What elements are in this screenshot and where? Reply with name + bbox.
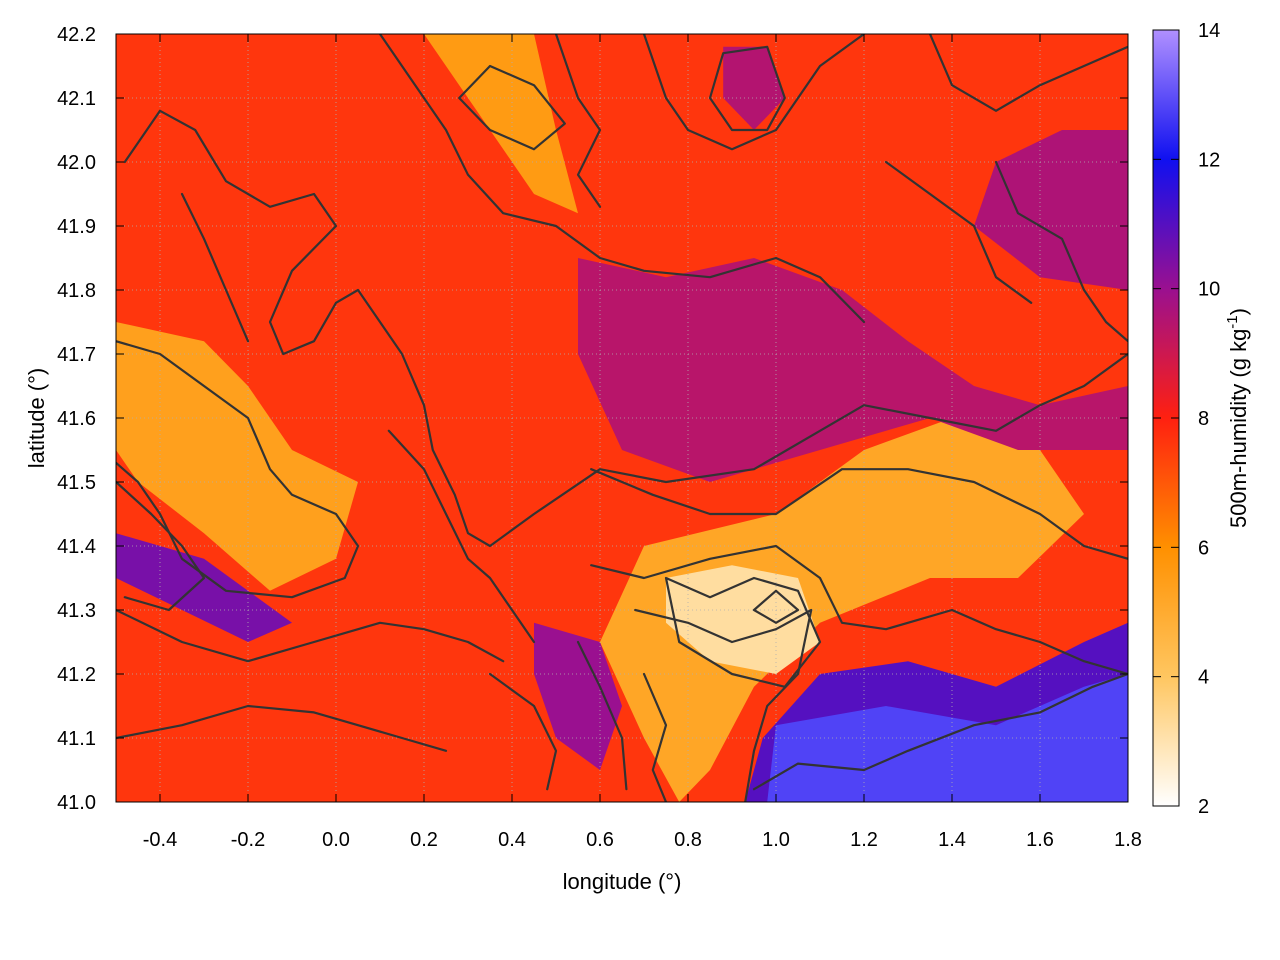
contour-line-12 [664, 576, 822, 688]
contour-line-20 [884, 160, 1033, 304]
y-tick-label-3: 41.3 [57, 600, 96, 622]
contour-line-22 [387, 429, 536, 644]
x-tick-label-0: -0.4 [143, 829, 177, 851]
x-tick-label-10: 1.6 [1026, 829, 1054, 851]
contour-line-8 [458, 64, 566, 151]
x-tick-label-1: -0.2 [231, 829, 265, 851]
y-tick-label-1: 41.1 [57, 728, 96, 750]
contour-line-16 [642, 672, 668, 802]
humidity-region-2 [116, 322, 358, 591]
humidity-region-9 [534, 622, 622, 770]
contour-line-15 [576, 640, 628, 791]
x-tick-label-8: 1.2 [850, 829, 878, 851]
contour-line-23 [180, 192, 250, 343]
humidity-region-7 [723, 46, 785, 130]
x-axis-ticks: -0.4 -0.2 0.0 0.2 0.4 0.6 0.8 1.0 1.2 1.4 1.6 1.8 [143, 34, 1142, 851]
x-axis-label: longitude (°) [563, 869, 682, 894]
y-tick-label-0: 41.0 [57, 792, 96, 814]
contour-line-13 [752, 589, 800, 624]
contour-line-7 [554, 34, 602, 208]
contour-line-18 [994, 160, 1128, 343]
x-tick-label-5: 0.6 [586, 829, 614, 851]
x-tick-label-2: 0.0 [322, 829, 350, 851]
humidity-region-1 [424, 34, 578, 214]
y-axis-ticks: 41.0 41.1 41.2 41.3 41.4 41.5 41.6 41.7 41.8 41.9… [57, 24, 1128, 814]
x-tick-label-6: 0.8 [674, 829, 702, 851]
contour-line-19 [928, 34, 1128, 112]
y-tick-label-5: 41.5 [57, 472, 96, 494]
colorbar: 2 4 6 8 10 12 14 500m-humidity (g kg-1) [1152, 20, 1251, 818]
plot-area [116, 34, 1128, 802]
y-tick-label-2: 41.2 [57, 664, 96, 686]
contour-line-2 [116, 608, 505, 663]
y-tick-label-4: 41.4 [57, 536, 96, 558]
contour-line-14 [488, 672, 558, 791]
contour-line-10 [590, 544, 1128, 676]
contour-line-4 [378, 34, 866, 324]
contour-line-3 [116, 704, 448, 752]
colorbar-tick-label-2: 6 [1198, 537, 1209, 559]
contour-line-0 [123, 109, 1128, 548]
contour-line-6 [708, 45, 786, 132]
y-tick-label-8: 41.8 [57, 280, 96, 302]
contour-line-1 [116, 340, 360, 599]
contour-line-11 [634, 608, 813, 802]
x-tick-label-9: 1.4 [938, 829, 966, 851]
colorbar-tick-label-3: 8 [1198, 408, 1209, 430]
y-tick-label-9: 41.9 [57, 216, 96, 238]
contour-line-21 [116, 480, 206, 612]
y-tick-label-6: 41.6 [57, 408, 96, 430]
contour-lines [116, 34, 1128, 802]
humidity-region-6 [974, 130, 1128, 290]
contour-line-17 [752, 672, 1128, 791]
x-tick-label-4: 0.4 [498, 829, 526, 851]
colorbar-label: 500m-humidity (g kg-1) [1224, 308, 1251, 528]
y-tick-label-10: 42.0 [57, 152, 96, 174]
x-tick-label-3: 0.2 [410, 829, 438, 851]
y-tick-label-11: 42.1 [57, 88, 96, 110]
humidity-region-5 [578, 258, 1128, 482]
colorbar-tick-label-5: 12 [1198, 149, 1220, 171]
contour-line-5 [642, 34, 866, 151]
colorbar-tick-label-1: 4 [1198, 667, 1209, 689]
contour-line-9 [590, 468, 1128, 560]
y-axis-label: latitude (°) [24, 368, 49, 469]
humidity-region-4 [666, 565, 820, 674]
colorbar-ticks: 2 4 6 8 10 12 14 [1153, 20, 1220, 818]
y-tick-label-7: 41.7 [57, 344, 96, 366]
y-tick-label-12: 42.2 [57, 24, 96, 46]
x-tick-label-7: 1.0 [762, 829, 790, 851]
colorbar-tick-label-6: 14 [1198, 20, 1220, 42]
colorbar-tick-label-4: 10 [1198, 279, 1220, 301]
x-tick-label-11: 1.8 [1114, 829, 1142, 851]
humidity-region-3 [600, 418, 1084, 802]
colorbar-tick-label-0: 2 [1198, 796, 1209, 818]
